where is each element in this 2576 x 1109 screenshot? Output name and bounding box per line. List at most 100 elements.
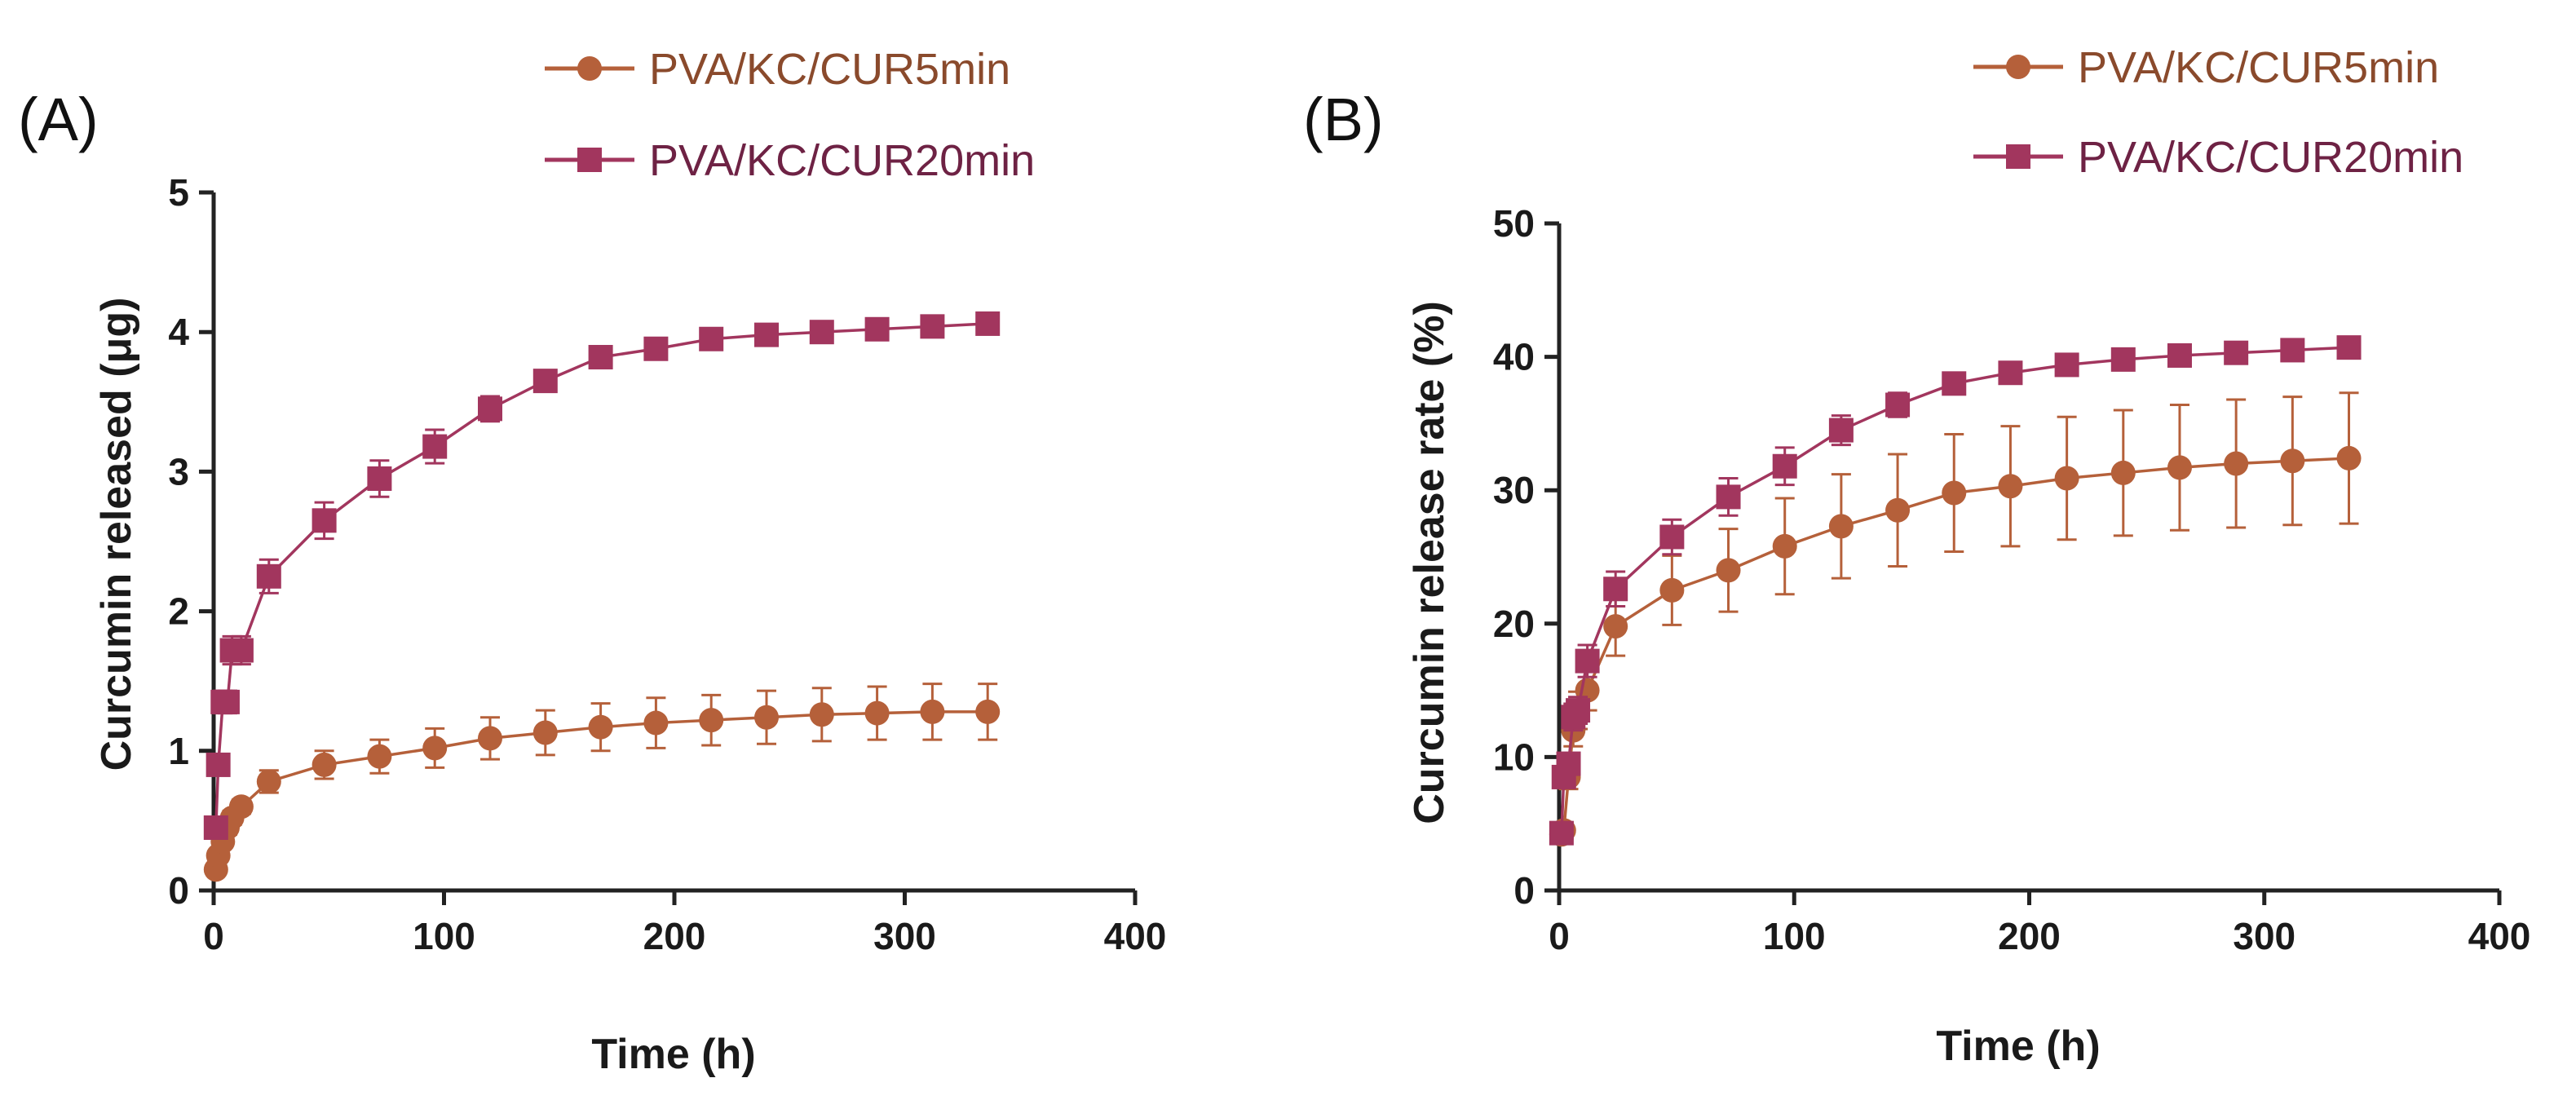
data-point-b-5min-17 — [2224, 451, 2249, 476]
data-point-a-20min-17 — [864, 316, 890, 342]
data-point-a-20min-19 — [975, 311, 1001, 336]
data-point-b-20min-6 — [1603, 577, 1628, 602]
data-point-a-20min-11 — [532, 369, 558, 394]
legend-b-5min-label: PVA/KC/CUR5min — [2078, 43, 2439, 92]
y-axis-title-b: Curcumin release rate (%) — [1406, 301, 1453, 824]
data-point-b-5min-7 — [1659, 577, 1685, 603]
y-tick-label-a-2: 2 — [168, 590, 189, 633]
data-point-b-20min-11 — [1885, 392, 1911, 418]
data-point-b-20min-8 — [1716, 484, 1741, 510]
y-tick-label-b-2: 20 — [1493, 603, 1535, 645]
data-point-b-20min-0 — [1549, 820, 1574, 846]
data-point-a-5min-11 — [532, 720, 558, 745]
legend-b-20min-marker — [2006, 144, 2030, 169]
data-point-a-5min-8 — [367, 744, 392, 769]
data-point-a-5min-19 — [975, 699, 1001, 724]
data-point-b-5min-14 — [2054, 466, 2079, 491]
y-tick-label-b-4: 40 — [1493, 336, 1535, 378]
y-tick-label-b-1: 10 — [1493, 736, 1535, 778]
x-tick-label-b-1: 100 — [1763, 915, 1826, 957]
x-tick-label-a-3: 300 — [873, 915, 936, 957]
y-axis-title-a: Curcumin released (μg) — [93, 298, 140, 771]
data-point-b-20min-16 — [2167, 342, 2192, 368]
y-tick-label-a-4: 4 — [168, 311, 189, 353]
data-point-a-5min-12 — [588, 714, 613, 740]
legend-b-5min-marker — [2006, 55, 2030, 79]
data-point-b-20min-9 — [1772, 453, 1797, 479]
x-tick-label-a-0: 0 — [203, 915, 224, 957]
x-tick-label-b-2: 200 — [1998, 915, 2061, 957]
x-tick-label-b-4: 400 — [2468, 915, 2531, 957]
legend-a: PVA/KC/CUR5min PVA/KC/CUR20min — [545, 45, 1035, 185]
data-point-a-5min-5 — [228, 794, 254, 820]
legend-a-20min-label: PVA/KC/CUR20min — [649, 136, 1035, 185]
data-point-a-20min-8 — [367, 466, 392, 491]
chart-panel-b: (B) PVA/KC/CUR5min PVA/KC/CUR20min Curcu… — [1303, 43, 2530, 1070]
data-point-b-20min-13 — [1998, 360, 2023, 386]
data-point-b-5min-15 — [2110, 460, 2136, 485]
y-tick-label-a-3: 3 — [168, 450, 189, 493]
chart-panel-a: (A) PVA/KC/CUR5min PVA/KC/CUR20min Curcu… — [18, 45, 1166, 1078]
data-point-a-5min-18 — [920, 699, 945, 724]
plot-area-a: 0 100 200 300 400 0 1 2 3 4 5 — [168, 171, 1166, 957]
y-tick-label-b-3: 30 — [1493, 469, 1535, 511]
y-tick-label-a-0: 0 — [168, 869, 189, 912]
series-a-20min — [203, 311, 1001, 840]
y-tick-label-a-1: 1 — [168, 730, 189, 772]
data-point-a-5min-16 — [809, 702, 834, 727]
x-axis-title-b: Time (h) — [1936, 1023, 2100, 1070]
panel-label-a: (A) — [18, 86, 99, 153]
data-point-a-5min-13 — [643, 710, 669, 736]
data-point-b-20min-15 — [2110, 347, 2136, 372]
data-point-a-20min-9 — [422, 434, 448, 459]
data-point-a-20min-6 — [256, 563, 281, 589]
data-point-a-20min-5 — [228, 638, 254, 663]
y-tick-label-a-5: 5 — [168, 171, 189, 214]
data-point-b-20min-7 — [1659, 524, 1685, 550]
data-point-a-20min-14 — [699, 326, 724, 351]
data-point-a-20min-0 — [203, 815, 228, 840]
data-point-b-5min-13 — [1998, 474, 2023, 499]
data-point-a-5min-6 — [256, 769, 281, 794]
y-tick-label-b-0: 0 — [1513, 869, 1535, 912]
legend-item-b-5min: PVA/KC/CUR5min — [1973, 43, 2439, 92]
data-point-a-20min-1 — [205, 752, 231, 777]
legend-b-20min-label: PVA/KC/CUR20min — [2078, 133, 2463, 182]
data-point-b-20min-17 — [2224, 340, 2249, 365]
data-point-b-5min-18 — [2280, 448, 2305, 474]
legend-a-5min-label: PVA/KC/CUR5min — [649, 45, 1010, 94]
x-tick-label-b-3: 300 — [2233, 915, 2295, 957]
data-point-b-5min-11 — [1885, 497, 1911, 523]
data-point-a-20min-15 — [754, 322, 779, 347]
data-point-a-20min-12 — [588, 345, 613, 370]
legend-item-a-5min: PVA/KC/CUR5min — [545, 45, 1010, 94]
x-tick-label-a-4: 400 — [1104, 915, 1167, 957]
data-point-b-5min-16 — [2167, 455, 2192, 480]
data-point-b-20min-5 — [1575, 648, 1600, 674]
data-point-b-20min-10 — [1828, 418, 1854, 443]
legend-item-a-20min: PVA/KC/CUR20min — [545, 136, 1035, 185]
data-point-a-5min-9 — [422, 736, 448, 761]
data-point-b-5min-12 — [1942, 480, 1967, 506]
x-axis-title-a: Time (h) — [591, 1031, 755, 1078]
y-tick-label-b-5: 50 — [1493, 202, 1535, 245]
data-point-b-20min-12 — [1942, 371, 1967, 396]
data-point-b-20min-18 — [2280, 338, 2305, 363]
data-point-a-5min-10 — [478, 726, 502, 751]
legend-b: PVA/KC/CUR5min PVA/KC/CUR20min — [1973, 43, 2463, 182]
series-b-20min — [1549, 335, 2362, 846]
data-point-b-20min-19 — [2336, 335, 2362, 360]
data-point-b-20min-4 — [1566, 698, 1591, 723]
data-point-b-5min-19 — [2336, 445, 2362, 471]
x-tick-label-a-2: 200 — [643, 915, 706, 957]
legend-item-b-20min: PVA/KC/CUR20min — [1973, 133, 2463, 182]
x-tick-label-a-1: 100 — [413, 915, 475, 957]
data-point-b-5min-8 — [1716, 558, 1741, 583]
data-point-a-20min-10 — [478, 396, 502, 422]
data-point-b-5min-9 — [1772, 533, 1797, 559]
data-point-a-20min-3 — [214, 689, 240, 714]
panel-label-b: (B) — [1303, 86, 1384, 153]
data-point-b-5min-6 — [1603, 614, 1628, 639]
data-point-a-20min-13 — [643, 336, 669, 361]
